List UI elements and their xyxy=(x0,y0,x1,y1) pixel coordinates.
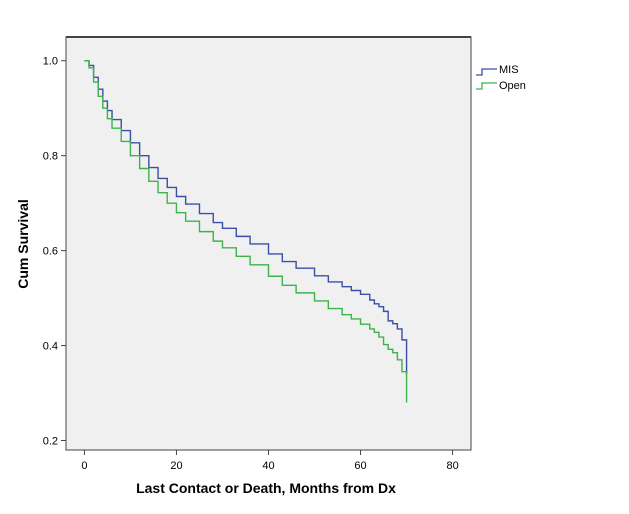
x-tick-label: 20 xyxy=(170,460,182,472)
x-tick-label: 40 xyxy=(262,460,274,472)
x-axis-title: Last Contact or Death, Months from Dx xyxy=(136,480,396,496)
x-tick-label: 0 xyxy=(81,460,87,472)
y-tick-label: 0.8 xyxy=(43,151,58,163)
axis-ticks: 0 20 40 60 80 0.2 0.4 0.6 0.8 1.0 xyxy=(43,56,459,472)
series-lines xyxy=(84,60,408,403)
y-axis-title: Cum Survival xyxy=(15,199,31,288)
legend-label-mis: MIS xyxy=(499,64,519,76)
legend-label-open: Open xyxy=(499,80,526,92)
y-tick-label: 0.4 xyxy=(43,341,58,353)
series-line-mis xyxy=(84,60,408,375)
y-tick-label: 1.0 xyxy=(43,56,58,68)
legend-swatch-open xyxy=(476,82,497,90)
legend: MIS Open xyxy=(476,64,526,92)
x-tick-label: 60 xyxy=(354,460,366,472)
x-tick-label: 80 xyxy=(446,460,458,472)
y-tick-label: 0.6 xyxy=(43,246,58,258)
series-line-open xyxy=(84,60,408,403)
legend-swatch-mis xyxy=(476,68,497,76)
y-tick-label: 0.2 xyxy=(43,436,58,448)
